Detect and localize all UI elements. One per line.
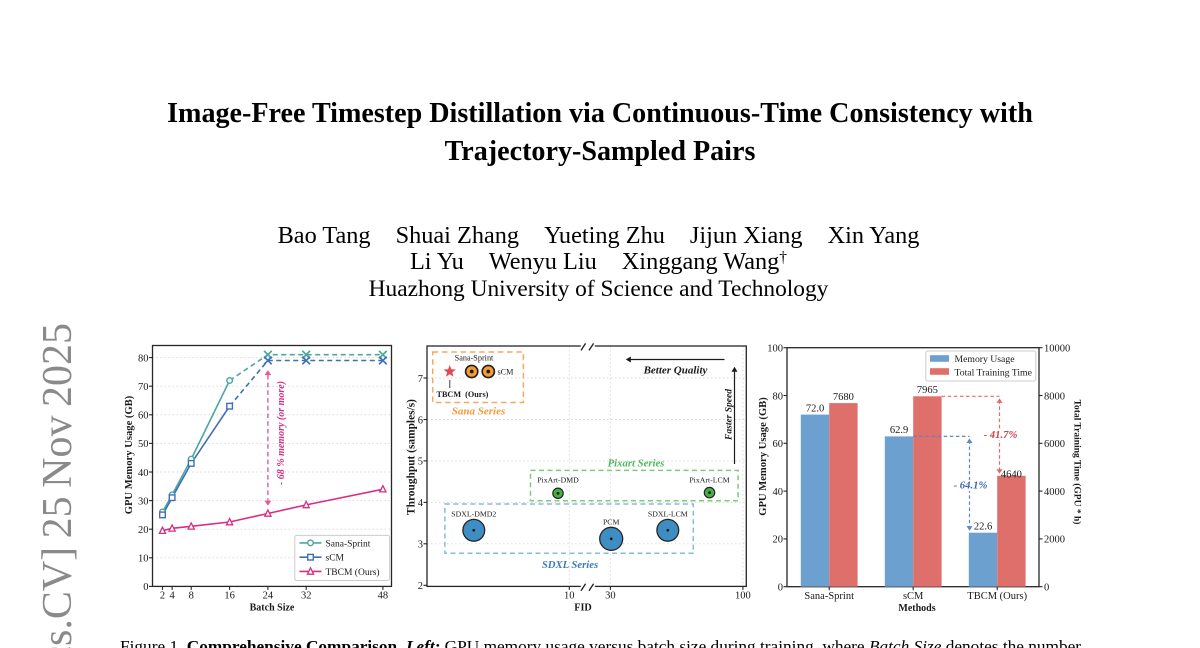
svg-text:Total Training Time (GPU * h): Total Training Time (GPU * h) — [1072, 400, 1083, 525]
svg-text:8: 8 — [189, 591, 194, 602]
svg-text:10: 10 — [564, 591, 575, 602]
svg-text:60: 60 — [773, 439, 784, 450]
svg-text:24: 24 — [263, 591, 274, 602]
svg-text:100: 100 — [767, 344, 783, 355]
svg-text:6: 6 — [418, 415, 423, 426]
svg-text:40: 40 — [773, 487, 784, 498]
svg-text:20: 20 — [773, 535, 784, 546]
svg-text:GPU Memory Usage (GB): GPU Memory Usage (GB) — [124, 395, 135, 514]
svg-text:4: 4 — [169, 591, 175, 602]
svg-text:Pixart Series: Pixart Series — [608, 458, 665, 470]
svg-text:sCM: sCM — [498, 368, 515, 377]
svg-text:Sana-Sprint: Sana-Sprint — [455, 354, 494, 363]
svg-text:6000: 6000 — [1044, 439, 1065, 450]
svg-text:32: 32 — [301, 591, 312, 602]
svg-text:10: 10 — [138, 554, 149, 565]
svg-text:16: 16 — [224, 591, 235, 602]
svg-text:Batch Size: Batch Size — [250, 602, 295, 613]
svg-text:22.6: 22.6 — [974, 522, 992, 533]
svg-text:5: 5 — [418, 457, 423, 468]
svg-text:Sana-Sprint: Sana-Sprint — [326, 539, 371, 549]
svg-text:2: 2 — [418, 581, 423, 592]
svg-text:62.9: 62.9 — [890, 425, 908, 436]
svg-text:7680: 7680 — [833, 392, 854, 403]
svg-text:sCM: sCM — [326, 554, 345, 564]
svg-text:4640: 4640 — [1001, 470, 1022, 481]
svg-text:TBCM (Ours): TBCM (Ours) — [437, 390, 489, 399]
svg-text:SDXL Series: SDXL Series — [542, 559, 598, 571]
svg-text:72.0: 72.0 — [806, 403, 824, 414]
svg-text:SDXL-LCM: SDXL-LCM — [648, 510, 688, 519]
svg-text:Better Quality: Better Quality — [643, 365, 708, 377]
svg-text:40: 40 — [138, 468, 149, 479]
svg-text:Faster Speed: Faster Speed — [725, 389, 735, 441]
svg-text:100: 100 — [735, 591, 751, 602]
svg-text:60: 60 — [138, 411, 149, 422]
svg-text:7965: 7965 — [917, 385, 938, 396]
svg-text:2000: 2000 — [1044, 535, 1065, 546]
svg-text:48: 48 — [378, 591, 389, 602]
svg-text:PCM: PCM — [603, 518, 620, 527]
svg-text:3: 3 — [418, 540, 423, 551]
svg-text:70: 70 — [138, 382, 149, 393]
svg-text:80: 80 — [138, 353, 149, 364]
svg-text:Total Training Time: Total Training Time — [955, 367, 1032, 378]
svg-text:20: 20 — [138, 525, 149, 536]
svg-text:30: 30 — [138, 496, 149, 507]
svg-text:sCM: sCM — [903, 591, 924, 602]
svg-text:7: 7 — [418, 374, 423, 385]
svg-text:- 68 % memory (or more): - 68 % memory (or more) — [276, 381, 287, 485]
svg-text:4000: 4000 — [1044, 487, 1065, 498]
svg-text:Methods: Methods — [898, 603, 935, 614]
svg-text:FID: FID — [574, 602, 592, 613]
svg-text:- 64.1%: - 64.1% — [954, 480, 988, 492]
svg-text:Sana Series: Sana Series — [452, 406, 506, 418]
svg-text:Memory Usage: Memory Usage — [955, 354, 1015, 365]
svg-text:10000: 10000 — [1044, 344, 1070, 355]
svg-text:TBCM (Ours): TBCM (Ours) — [967, 591, 1027, 602]
svg-text:PixArt-DMD: PixArt-DMD — [537, 476, 579, 485]
svg-text:Throughput (samples/s): Throughput (samples/s) — [406, 399, 418, 515]
svg-text:0: 0 — [1044, 583, 1049, 594]
svg-text:4: 4 — [418, 498, 424, 509]
svg-text:50: 50 — [138, 439, 149, 450]
svg-text:2: 2 — [160, 591, 165, 602]
svg-text:0: 0 — [778, 583, 783, 594]
svg-text:8000: 8000 — [1044, 391, 1065, 402]
svg-text:GPU Memory Usage (GB): GPU Memory Usage (GB) — [758, 397, 769, 516]
svg-text:Sana-Sprint: Sana-Sprint — [804, 591, 854, 602]
svg-text:- 41.7%: - 41.7% — [984, 429, 1018, 441]
svg-text:PixArt-LCM: PixArt-LCM — [689, 476, 729, 485]
svg-text:SDXL-DMD2: SDXL-DMD2 — [451, 510, 496, 519]
svg-text:TBCM (Ours): TBCM (Ours) — [326, 567, 380, 578]
svg-text:30: 30 — [605, 591, 616, 602]
svg-text:0: 0 — [143, 582, 148, 593]
svg-text:80: 80 — [773, 391, 784, 402]
